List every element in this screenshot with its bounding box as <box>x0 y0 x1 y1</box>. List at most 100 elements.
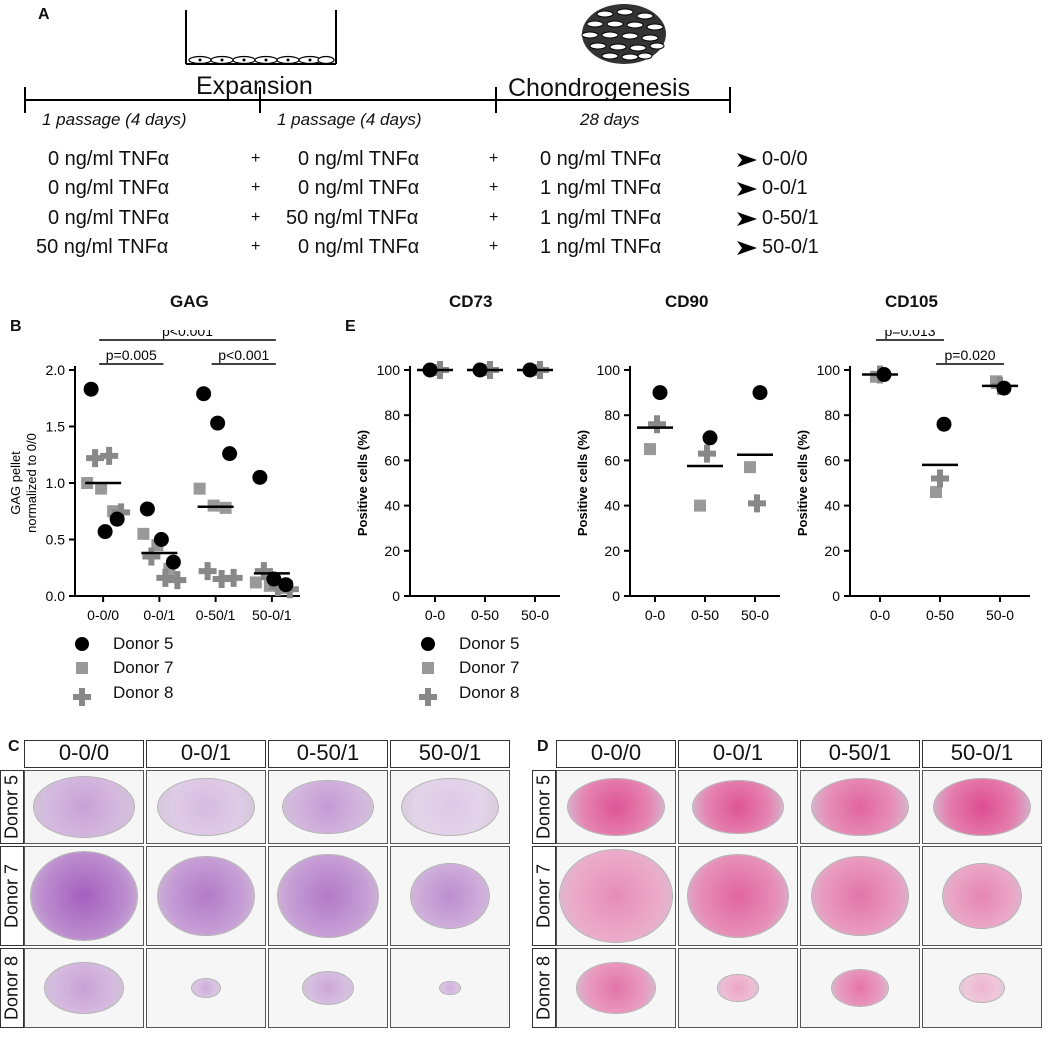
histology-image <box>146 770 266 844</box>
p-value-label: p<0.001 <box>218 347 269 363</box>
panel-label-c: C <box>8 738 20 755</box>
y-tick-label: 80 <box>384 407 400 423</box>
plus-sign: + <box>489 179 499 196</box>
data-point <box>744 461 756 474</box>
cond-col2: 0 ng/ml TNFα <box>298 236 420 258</box>
cell-pellet <box>693 780 783 834</box>
data-point <box>698 444 716 463</box>
cell-pellet <box>402 778 498 836</box>
cond-col3: 1 ng/ml TNFα <box>540 236 662 258</box>
panel-label-e: E <box>345 318 356 335</box>
histology-image <box>922 770 1042 844</box>
histology-image <box>800 770 920 844</box>
data-point <box>702 430 718 446</box>
cond-col1: 0 ng/ml TNFα <box>48 207 170 229</box>
x-tick-label: 0-0 <box>645 607 665 620</box>
histology-image <box>678 770 798 844</box>
data-point <box>249 576 262 589</box>
cond-col2: 0 ng/ml TNFα <box>298 148 420 170</box>
legend-markers-e <box>419 637 437 706</box>
histology-image <box>922 846 1042 946</box>
histology-image <box>146 846 266 946</box>
p-value-label: p=0.013 <box>885 330 936 339</box>
panel-label-d: D <box>537 738 549 755</box>
data-point <box>83 381 99 397</box>
phase2-label: 1 passage (4 days) <box>277 110 422 129</box>
panel-label-a: A <box>38 6 50 23</box>
data-point <box>931 469 949 488</box>
cond-col2: 0 ng/ml TNFα <box>298 177 420 199</box>
timeline <box>24 87 731 113</box>
cond-col2: 50 ng/ml TNFα <box>286 207 419 229</box>
row-label-text: Donor 8 <box>533 955 554 1021</box>
cell-pellet <box>30 852 138 940</box>
histology-column-header: 50-0/1 <box>390 740 510 768</box>
data-point <box>109 511 125 527</box>
y-tick-label: 100 <box>817 362 841 378</box>
row-label-text: Donor 5 <box>533 774 554 840</box>
y-tick-label: 60 <box>384 452 400 468</box>
cell-pellet <box>158 856 254 936</box>
y-tick-label: 40 <box>824 498 840 514</box>
plus-sign: + <box>489 238 499 255</box>
chart-title-cd90: CD90 <box>665 292 709 311</box>
data-point <box>936 416 952 432</box>
legend-donor5: Donor 5 <box>113 634 174 653</box>
cell-pellet <box>439 981 461 995</box>
histology-image <box>556 770 676 844</box>
cell-pellet <box>576 962 656 1014</box>
data-point <box>153 532 169 547</box>
y-tick-label: 40 <box>384 498 400 514</box>
histology-image <box>24 948 144 1028</box>
donor8-marker <box>73 688 91 706</box>
x-tick-label: 0-50/1 <box>196 607 236 620</box>
data-point <box>196 386 212 402</box>
legend-markers-b <box>73 637 91 706</box>
cond-col1: 0 ng/ml TNFα <box>48 148 170 170</box>
data-point <box>112 503 131 522</box>
histology-image <box>678 948 798 1028</box>
y-tick-label: 0.5 <box>46 532 66 548</box>
cell-pellet <box>410 863 490 929</box>
cell-pellet <box>832 970 888 1006</box>
donor7-marker <box>422 662 434 674</box>
row-label-text: Donor 8 <box>1 955 22 1021</box>
histology-image <box>678 846 798 946</box>
histology-image <box>922 948 1042 1028</box>
y-tick-label: 60 <box>604 452 620 468</box>
y-tick-label: 100 <box>597 362 621 378</box>
histology-image <box>390 846 510 946</box>
y-tick-label: 20 <box>604 543 620 559</box>
histology-row-label: Donor 5 <box>0 770 24 844</box>
x-tick-label: 50-0 <box>986 607 1014 620</box>
data-point <box>142 547 161 566</box>
y-tick-label: 60 <box>824 452 840 468</box>
histology-image <box>146 948 266 1028</box>
panel-label-b: B <box>10 318 22 335</box>
histology-image <box>268 770 388 844</box>
cell-pellet <box>277 854 379 938</box>
data-point <box>748 494 766 513</box>
data-point <box>212 570 231 589</box>
y-tick-label: 1.5 <box>46 419 66 435</box>
cond-code: 50-0/1 <box>762 236 819 258</box>
cell-pellet <box>959 973 1005 1003</box>
histology-column-header: 50-0/1 <box>922 740 1042 768</box>
y-tick-label: 0 <box>832 588 840 604</box>
histology-column-header: 0-0/1 <box>146 740 266 768</box>
arrow-icons <box>737 153 757 255</box>
data-point <box>86 449 105 468</box>
data-point <box>644 443 656 456</box>
data-point <box>137 527 150 540</box>
data-point <box>97 524 113 540</box>
cond-col3: 1 ng/ml TNFα <box>540 177 662 199</box>
data-point <box>752 385 768 401</box>
histology-image <box>390 948 510 1028</box>
p-value-label: p=0.020 <box>945 347 996 363</box>
histology-column-header: 0-0/1 <box>678 740 798 768</box>
row-label-text: Donor 7 <box>533 863 554 929</box>
cond-col1: 0 ng/ml TNFα <box>48 177 170 199</box>
y-axis-label: Positive cells (%) <box>575 430 590 536</box>
histology-row-label: Donor 7 <box>532 846 556 946</box>
histology-image <box>268 846 388 946</box>
